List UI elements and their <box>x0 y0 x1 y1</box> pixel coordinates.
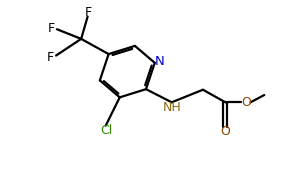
Text: O: O <box>220 125 230 138</box>
Text: F: F <box>85 6 92 19</box>
Text: Cl: Cl <box>100 124 112 137</box>
Text: NH: NH <box>163 101 181 114</box>
Text: O: O <box>241 96 251 109</box>
Text: N: N <box>155 55 165 68</box>
Text: F: F <box>47 51 54 64</box>
Text: F: F <box>48 22 55 35</box>
